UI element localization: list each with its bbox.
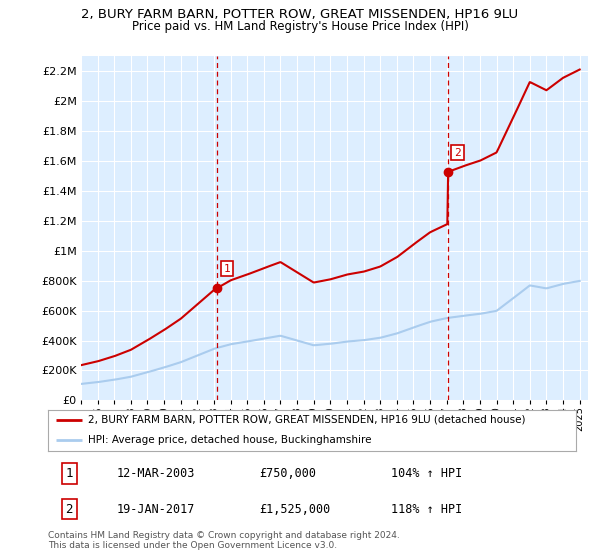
Text: 118% ↑ HPI: 118% ↑ HPI [391,503,463,516]
Text: 2, BURY FARM BARN, POTTER ROW, GREAT MISSENDEN, HP16 9LU: 2, BURY FARM BARN, POTTER ROW, GREAT MIS… [82,8,518,21]
Text: 19-JAN-2017: 19-JAN-2017 [116,503,195,516]
Text: 2: 2 [454,148,461,157]
Text: 1: 1 [65,467,73,480]
Text: Contains HM Land Registry data © Crown copyright and database right 2024.
This d: Contains HM Land Registry data © Crown c… [48,531,400,550]
Text: £1,525,000: £1,525,000 [259,503,331,516]
Text: 2: 2 [65,503,73,516]
Text: 1: 1 [224,264,230,274]
Text: HPI: Average price, detached house, Buckinghamshire: HPI: Average price, detached house, Buck… [88,435,371,445]
Text: £750,000: £750,000 [259,467,316,480]
Text: 104% ↑ HPI: 104% ↑ HPI [391,467,463,480]
Text: Price paid vs. HM Land Registry's House Price Index (HPI): Price paid vs. HM Land Registry's House … [131,20,469,32]
Text: 2, BURY FARM BARN, POTTER ROW, GREAT MISSENDEN, HP16 9LU (detached house): 2, BURY FARM BARN, POTTER ROW, GREAT MIS… [88,415,525,424]
Text: 12-MAR-2003: 12-MAR-2003 [116,467,195,480]
